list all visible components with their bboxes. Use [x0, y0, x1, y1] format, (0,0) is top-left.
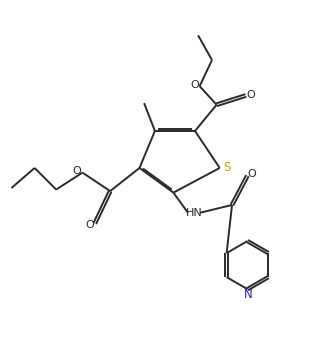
Text: O: O — [248, 169, 257, 179]
Text: HN: HN — [186, 208, 203, 218]
Text: O: O — [73, 166, 82, 176]
Text: S: S — [223, 161, 230, 175]
Text: O: O — [190, 80, 199, 90]
Text: N: N — [244, 288, 252, 301]
Text: O: O — [246, 91, 255, 100]
Text: O: O — [86, 220, 94, 230]
